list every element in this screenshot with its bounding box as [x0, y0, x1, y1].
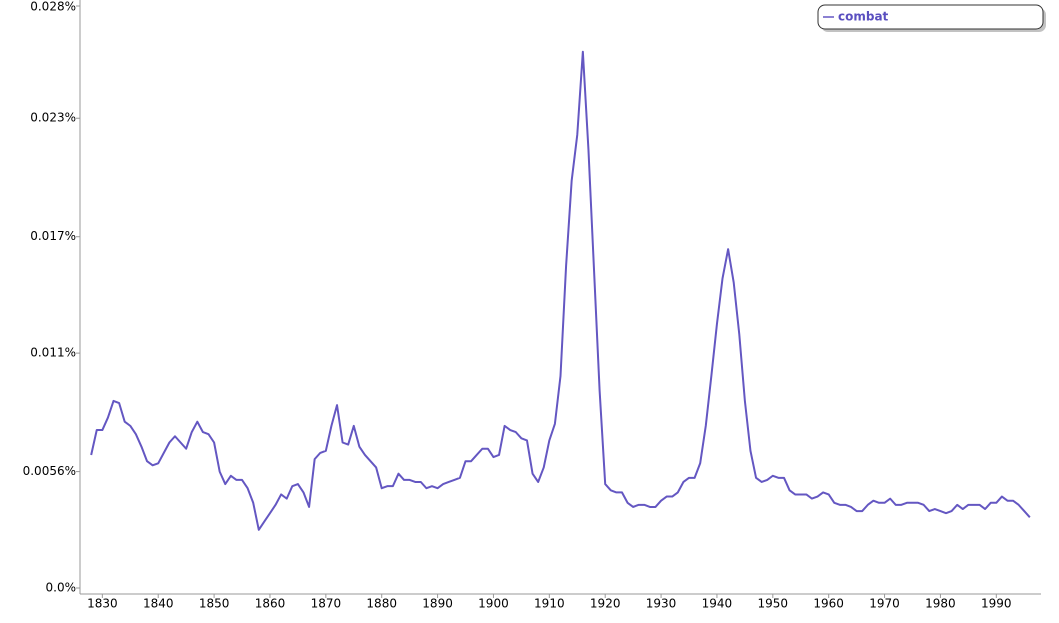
x-tick-label: 1950 — [758, 597, 789, 611]
x-tick-label: 1890 — [422, 597, 453, 611]
x-tick-label: 1960 — [813, 597, 844, 611]
series-line — [90, 50, 1031, 531]
y-tick-label: 0.028% — [30, 0, 76, 14]
x-tick-label: 1990 — [981, 597, 1012, 611]
x-tick-label: 1870 — [311, 597, 342, 611]
x-tick-label: 1940 — [702, 597, 733, 611]
legend-label: combat — [838, 10, 889, 24]
y-tick-label: 0.0056% — [23, 464, 76, 478]
x-tick-label: 1970 — [869, 597, 900, 611]
x-tick-label: 1830 — [87, 597, 118, 611]
y-tick-label: 0.017% — [30, 229, 76, 243]
x-tick-label: 1930 — [646, 597, 677, 611]
y-tick-label: 0.0% — [46, 581, 77, 595]
x-tick-label: 1880 — [366, 597, 397, 611]
y-tick-label: 0.023% — [30, 111, 76, 125]
legend-box — [817, 4, 1044, 30]
x-tick-label: 1910 — [534, 597, 565, 611]
x-tick-label: 1900 — [478, 597, 509, 611]
y-tick-label: 0.011% — [30, 346, 76, 360]
x-tick-label: 1850 — [199, 597, 230, 611]
x-tick-label: 1840 — [143, 597, 174, 611]
x-tick-label: 1860 — [255, 597, 286, 611]
x-tick-label: 1980 — [925, 597, 956, 611]
legend: combat — [817, 4, 1046, 32]
x-tick-label: 1920 — [590, 597, 621, 611]
